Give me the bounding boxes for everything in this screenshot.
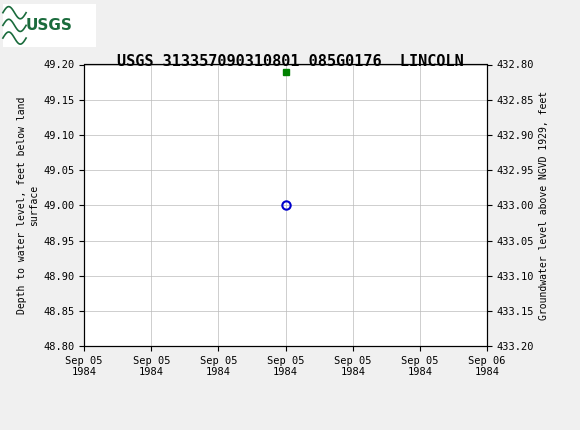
Bar	[3, 4, 96, 47]
Text: USGS: USGS	[26, 18, 72, 33]
Y-axis label: Groundwater level above NGVD 1929, feet: Groundwater level above NGVD 1929, feet	[539, 91, 549, 320]
Y-axis label: Depth to water level, feet below land
surface: Depth to water level, feet below land su…	[17, 97, 39, 314]
Text: USGS 313357090310801 085G0176  LINCOLN: USGS 313357090310801 085G0176 LINCOLN	[117, 54, 463, 68]
